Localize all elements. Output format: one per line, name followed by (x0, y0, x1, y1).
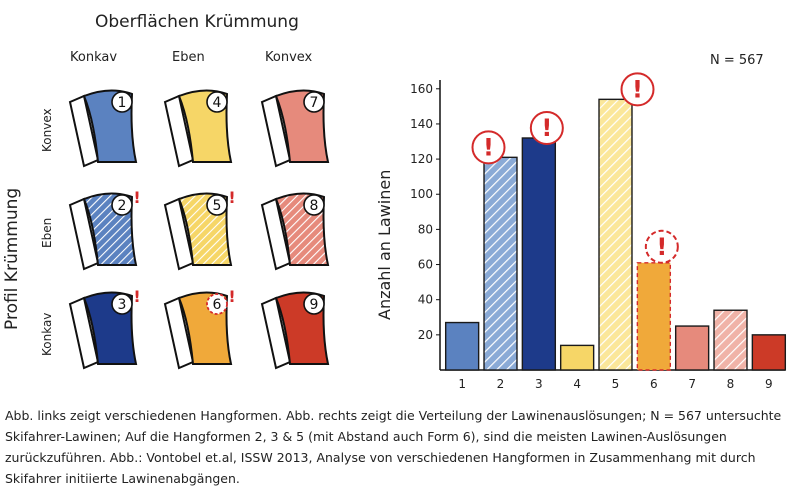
warning-exclamation-icon: ! (632, 75, 643, 103)
figure-caption: Abb. links zeigt verschiedenen Hangforme… (5, 408, 782, 486)
warning-badge (644, 229, 679, 264)
x-tick-label: 8 (727, 377, 735, 391)
x-tick-label: 5 (612, 377, 620, 391)
y-tick-label: 40 (418, 293, 433, 307)
y-tick-label: 140 (410, 117, 433, 131)
warning-exclamation-icon: ! (228, 188, 235, 207)
warning-exclamation-icon: ! (541, 114, 552, 142)
x-tick-label: 4 (573, 377, 581, 391)
slope-form-3: 3! (68, 287, 141, 370)
warning-badge (471, 130, 506, 165)
x-tick-label: 7 (688, 377, 696, 391)
slope-form-5: 5! (163, 188, 236, 271)
x-tick-label: 9 (765, 377, 773, 391)
column-label-konkav: Konkav (70, 50, 118, 65)
bar-form-4 (559, 344, 595, 371)
form-number: 9 (310, 297, 319, 313)
x-tick-label: 1 (458, 377, 466, 391)
warning-exclamation-icon: ! (483, 133, 494, 161)
slope-form-9: 9 (260, 291, 330, 370)
warning-exclamation-icon: ! (228, 287, 235, 306)
bar-form-7 (674, 325, 710, 371)
form-number-badge (206, 91, 228, 113)
form-number-badge (303, 293, 325, 315)
warning-exclamation-icon: ! (133, 188, 140, 207)
x-tick-label: 6 (650, 377, 658, 391)
slope-form-8: 8 (260, 192, 330, 271)
form-number: 2 (118, 198, 127, 214)
form-number: 5 (213, 198, 222, 214)
x-tick-label: 2 (497, 377, 505, 391)
form-number-badge (206, 194, 228, 216)
x-tick-label: 3 (535, 377, 543, 391)
slope-form-1: 1 (68, 89, 138, 168)
bar-form-9 (751, 334, 787, 371)
form-number-badge (206, 293, 228, 315)
form-number-badge (111, 194, 133, 216)
form-number: 7 (310, 95, 319, 111)
slope-form-4: 4 (163, 89, 233, 168)
slope-forms-grid: 1 4 72! 5! 83! 6! 9 (68, 89, 330, 370)
bar-form-1 (444, 321, 480, 371)
column-label-eben: Eben (172, 50, 205, 65)
slope-form-2: 2! (68, 188, 141, 271)
bar-form-2 (483, 156, 518, 371)
form-number-badge (111, 91, 133, 113)
warning-badge (529, 111, 564, 145)
y-axis-title: Anzahl an Lawinen (375, 169, 394, 320)
y-tick-label: 20 (418, 328, 433, 342)
form-number: 1 (118, 95, 127, 111)
form-number: 4 (213, 95, 222, 111)
warning-badge (620, 72, 655, 107)
bar-form-6 (636, 262, 672, 371)
bar-form-3 (521, 137, 557, 371)
form-number-badge (303, 194, 325, 216)
slope-form-7: 7 (260, 89, 330, 168)
y-tick-label: 160 (410, 82, 433, 96)
column-label-konvex: Konvex (265, 50, 313, 65)
y-tick-label: 120 (410, 152, 433, 166)
surface-curvature-title: Oberflächen Krümmung (95, 12, 299, 32)
avalanche-bar-chart: 20 40 60 80 100 120 140 160 1 2! 3! 4 5! 6! 7 8 9 (410, 72, 787, 391)
form-number: 3 (118, 297, 127, 313)
y-tick-label: 60 (418, 258, 433, 272)
sample-size-annotation: N = 567 (710, 53, 764, 68)
slope-form-6: 6! (163, 287, 236, 370)
form-number: 6 (213, 297, 222, 313)
warning-exclamation-icon: ! (656, 233, 667, 261)
y-tick-label: 100 (410, 187, 433, 201)
bar-form-5 (598, 98, 633, 371)
bar-form-8 (713, 309, 748, 371)
y-tick-label: 80 (418, 222, 433, 236)
form-number-badge (111, 293, 133, 315)
warning-exclamation-icon: ! (133, 287, 140, 306)
form-number: 8 (310, 198, 319, 214)
form-number-badge (303, 91, 325, 113)
